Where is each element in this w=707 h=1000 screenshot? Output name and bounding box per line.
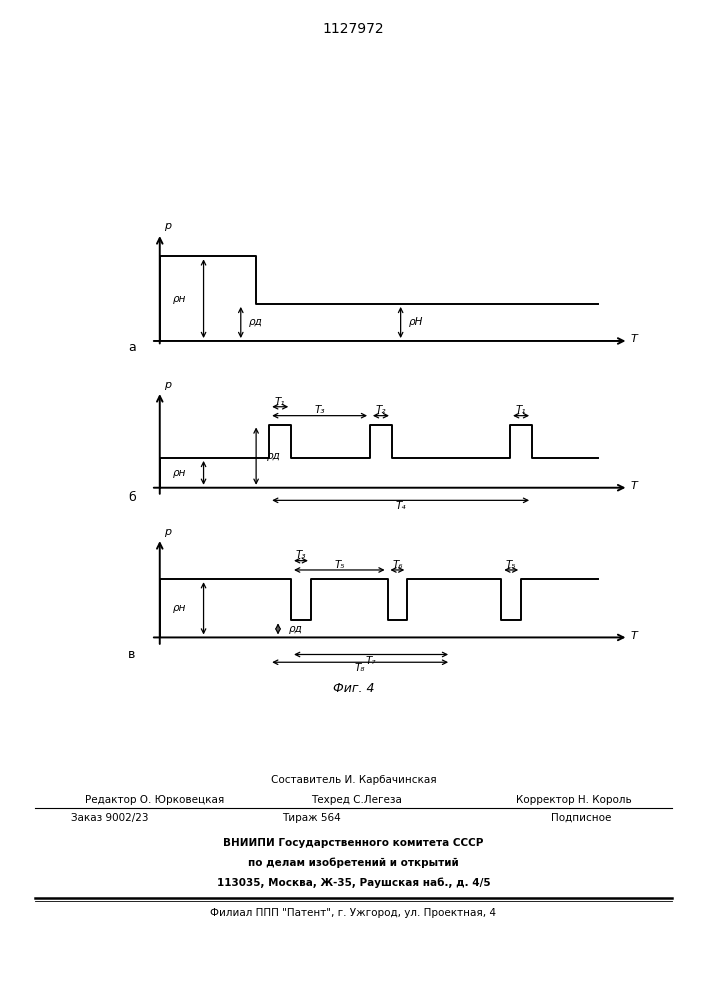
Text: T₁: T₁ bbox=[516, 405, 526, 415]
Text: T₈: T₈ bbox=[355, 663, 366, 673]
Text: Заказ 9002/23: Заказ 9002/23 bbox=[71, 813, 148, 823]
Text: Составитель И. Карбачинская: Составитель И. Карбачинская bbox=[271, 775, 436, 785]
Text: по делам изобретений и открытий: по делам изобретений и открытий bbox=[248, 858, 459, 868]
Text: б: б bbox=[128, 491, 136, 504]
Text: ρН: ρН bbox=[409, 317, 423, 327]
Text: Корректор Н. Король: Корректор Н. Король bbox=[516, 795, 632, 805]
Text: Редактор О. Юрковецкая: Редактор О. Юрковецкая bbox=[85, 795, 224, 805]
Text: Тираж 564: Тираж 564 bbox=[281, 813, 341, 823]
Text: а: а bbox=[128, 341, 136, 354]
Text: ρн: ρн bbox=[173, 468, 186, 478]
Text: ρн: ρн bbox=[173, 603, 186, 613]
Text: Подписное: Подписное bbox=[551, 813, 612, 823]
Text: T: T bbox=[631, 334, 637, 344]
Text: ρд: ρд bbox=[250, 317, 263, 327]
Text: Техред С.Легеза: Техред С.Легеза bbox=[311, 795, 402, 805]
Text: T₆: T₆ bbox=[392, 560, 402, 570]
Text: Филиал ППП "Патент", г. Ужгород, ул. Проектная, 4: Филиал ППП "Патент", г. Ужгород, ул. Про… bbox=[211, 908, 496, 918]
Text: p: p bbox=[164, 380, 171, 390]
Text: T₃: T₃ bbox=[315, 405, 325, 415]
Text: T₂: T₂ bbox=[375, 405, 386, 415]
Text: в: в bbox=[128, 648, 136, 661]
Text: ВНИИПИ Государственного комитета СССР: ВНИИПИ Государственного комитета СССР bbox=[223, 838, 484, 848]
Text: T: T bbox=[631, 481, 637, 491]
Text: T₇: T₇ bbox=[366, 656, 376, 666]
Text: T₅: T₅ bbox=[334, 560, 344, 570]
Text: 1127972: 1127972 bbox=[322, 22, 385, 36]
Text: T₄: T₄ bbox=[395, 501, 406, 511]
Text: ρд: ρд bbox=[267, 451, 281, 461]
Text: ρн: ρн bbox=[173, 294, 186, 304]
Text: p: p bbox=[164, 527, 171, 537]
Text: T₁: T₁ bbox=[275, 397, 286, 407]
Text: T: T bbox=[631, 631, 637, 641]
Text: p: p bbox=[164, 221, 171, 231]
Text: T₃: T₃ bbox=[296, 550, 306, 560]
Text: ρд: ρд bbox=[288, 624, 303, 634]
Text: Фиг. 4: Фиг. 4 bbox=[333, 682, 374, 695]
Text: T₅: T₅ bbox=[506, 560, 517, 570]
Text: 113035, Москва, Ж-35, Раушская наб., д. 4/5: 113035, Москва, Ж-35, Раушская наб., д. … bbox=[216, 878, 491, 888]
